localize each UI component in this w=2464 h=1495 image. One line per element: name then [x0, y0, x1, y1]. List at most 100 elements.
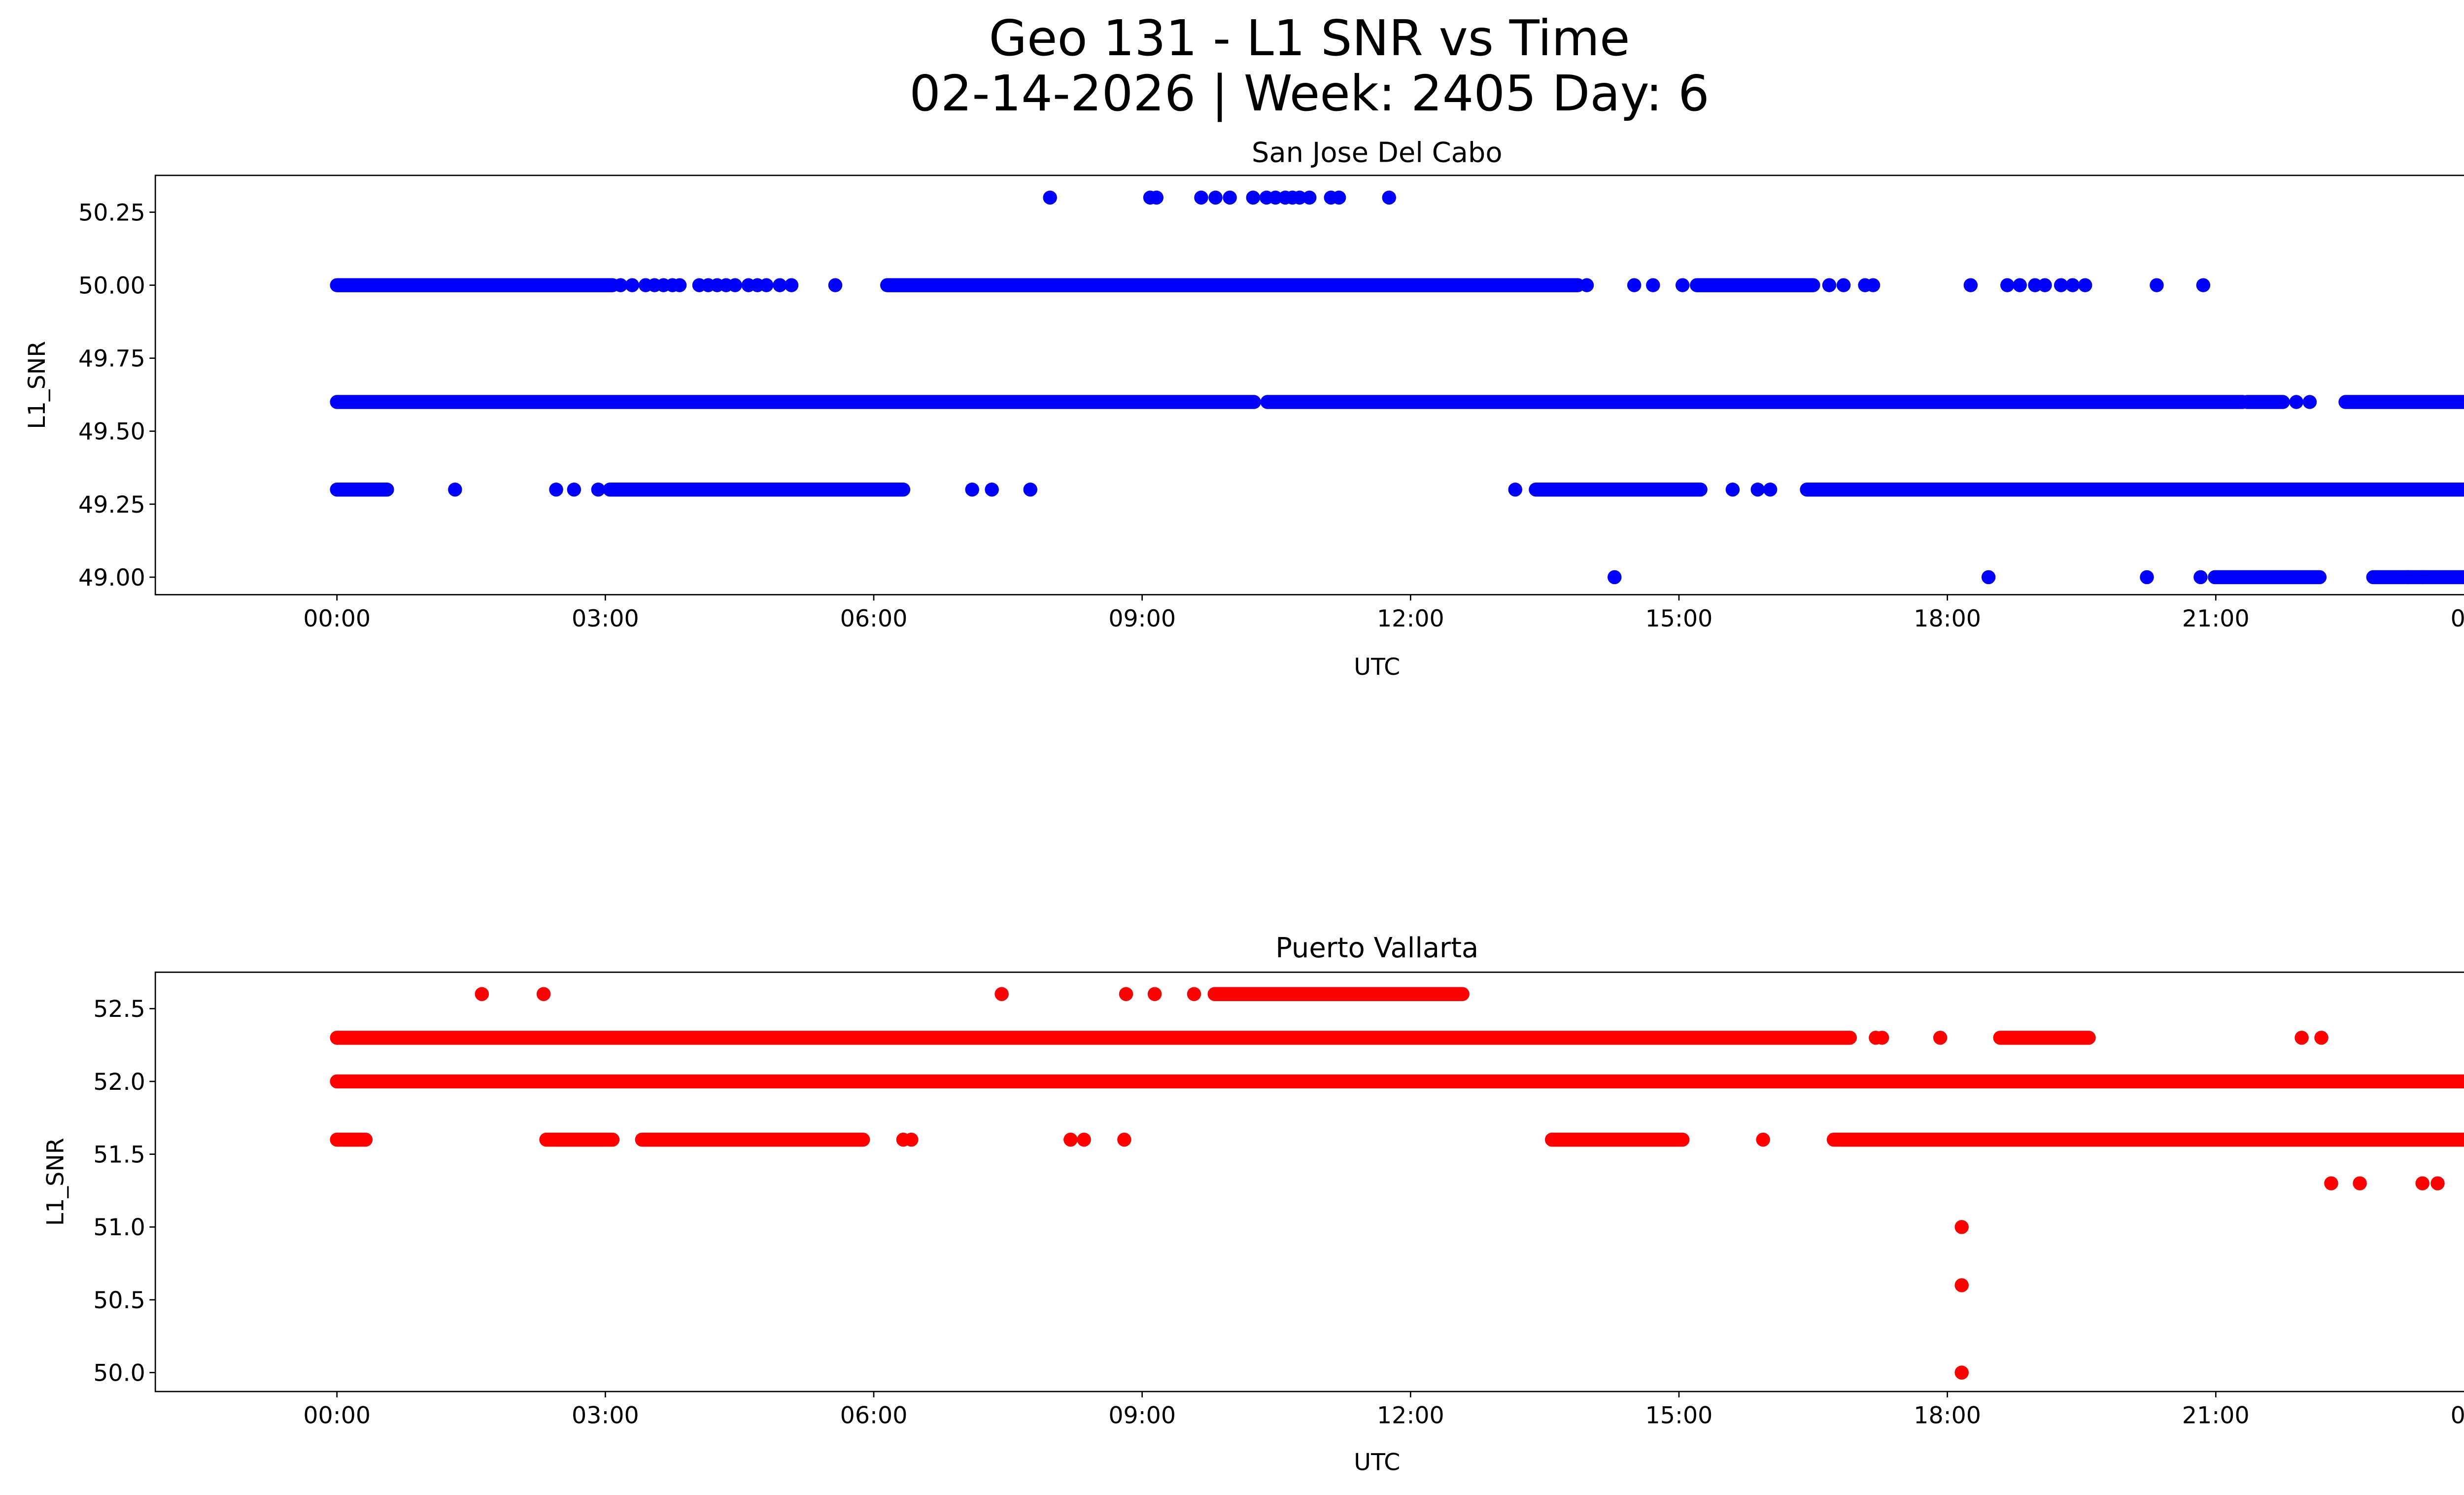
- scatter-point: [1579, 278, 1594, 292]
- scatter-point: [475, 987, 489, 1001]
- scatter-point: [1963, 278, 1978, 292]
- scatter-point: [2415, 570, 2430, 585]
- figure-title-line2: 02-14-2026 | Week: 2405 Day: 6: [909, 65, 1710, 122]
- x-tick-label: 06:00: [840, 605, 908, 632]
- subplot-puerto-vallarta: 00:00 03:00 06:00 09:00 12:00 15:00 18:00 21:00…: [42, 932, 2464, 1476]
- scatter-point: [2028, 278, 2042, 292]
- subplot-title: San Jose Del Cabo: [1252, 137, 1503, 169]
- scatter-point: [2150, 278, 2164, 292]
- scatter-point: [1023, 483, 1037, 497]
- scatter-point: [2302, 395, 2317, 409]
- scatter-point: [2193, 570, 2208, 585]
- scatter-point: [904, 1132, 919, 1147]
- scatter-point: [2078, 278, 2092, 292]
- scatter-point: [1875, 1031, 1889, 1045]
- scatter-point: [1223, 190, 1237, 205]
- scatter-point: [2430, 1176, 2445, 1190]
- scatter-point: [2000, 278, 2015, 292]
- scatter-point: [549, 483, 563, 497]
- scatter-point: [759, 278, 774, 292]
- x-tick-label: 21:00: [2182, 605, 2250, 632]
- x-tick-label: 00:00: [2451, 605, 2464, 632]
- scatter-point: [1866, 278, 1881, 292]
- scatter-point: [448, 483, 462, 497]
- x-tick-label: 06:00: [840, 1402, 908, 1429]
- y-tick-label: 50.00: [78, 273, 145, 300]
- scatter-point: [1763, 483, 1778, 497]
- scatter-point: [1933, 1031, 1948, 1045]
- scatter-point: [567, 483, 582, 497]
- scatter-point: [2038, 278, 2052, 292]
- scatter-point: [1302, 190, 1317, 205]
- scatter-point: [1646, 278, 1660, 292]
- scatter-point: [1043, 190, 1057, 205]
- y-tick-label: 50.0: [93, 1360, 145, 1387]
- scatter-point: [1822, 278, 1837, 292]
- scatter-point: [1268, 190, 1283, 205]
- x-tick-label: 18:00: [1914, 1402, 1981, 1429]
- axes-frame: [154, 972, 2464, 1392]
- scatter-point: [2324, 1176, 2338, 1190]
- scatter-point: [1147, 987, 1162, 1001]
- scatter-point: [2353, 1176, 2367, 1190]
- figure-title-line1: Geo 131 - L1 SNR vs Time: [989, 9, 1630, 67]
- x-tick-label: 12:00: [1377, 605, 1444, 632]
- scatter-point: [625, 278, 640, 292]
- scatter-point: [985, 483, 999, 497]
- scatter-series: [330, 190, 2464, 585]
- x-axis-label: UTC: [1354, 1449, 1400, 1476]
- scatter-point: [1627, 278, 1642, 292]
- scatter-point: [614, 278, 628, 292]
- scatter-point: [2289, 395, 2303, 409]
- y-tick-label: 51.5: [93, 1142, 145, 1169]
- scatter-point: [1187, 987, 1201, 1001]
- scatter-point: [2401, 570, 2415, 585]
- scatter-point: [1954, 1365, 1969, 1380]
- scatter-point: [1836, 278, 1851, 292]
- scatter-point: [2196, 278, 2211, 292]
- y-tick-label: 49.75: [78, 346, 145, 373]
- subplot-san-jose-del-cabo: 00:00 03:00 06:00 09:00 12:00 15:00 18:00 21:00…: [24, 137, 2464, 681]
- x-tick-label: 09:00: [1108, 605, 1176, 632]
- x-tick-label: 21:00: [2182, 1402, 2250, 1429]
- x-tick-label: 00:00: [2451, 1402, 2464, 1429]
- scatter-point: [1063, 1132, 1078, 1147]
- y-tick-label: 50.25: [78, 199, 145, 226]
- y-axis-label: L1_SNR: [24, 341, 51, 429]
- x-tick-label: 15:00: [1645, 1402, 1713, 1429]
- scatter-point: [1382, 190, 1396, 205]
- scatter-point: [2053, 278, 2068, 292]
- scatter-point: [784, 278, 799, 292]
- scatter-point: [1332, 190, 1346, 205]
- scatter-point: [1292, 190, 1307, 205]
- scatter-point: [1149, 190, 1164, 205]
- scatter-point: [1608, 570, 1622, 585]
- scatter-point: [2013, 278, 2027, 292]
- scatter-point: [828, 278, 843, 292]
- scatter-point: [728, 278, 742, 292]
- scatter-point: [1756, 1132, 1770, 1147]
- scatter-point: [773, 278, 787, 292]
- x-axis-label: UTC: [1354, 654, 1400, 681]
- subplot-title: Puerto Vallarta: [1275, 932, 1478, 964]
- scatter-series: [330, 987, 2464, 1380]
- scatter-point: [1117, 1132, 1131, 1147]
- scatter-point: [1981, 570, 1996, 585]
- scatter-point: [2140, 570, 2154, 585]
- y-tick-label: 49.50: [78, 418, 145, 446]
- x-tick-label: 00:00: [303, 605, 371, 632]
- scatter-point: [536, 987, 551, 1001]
- scatter-point: [965, 483, 979, 497]
- y-tick-label: 49.25: [78, 491, 145, 519]
- scatter-point: [672, 278, 687, 292]
- scatter-point: [1246, 190, 1261, 205]
- axes-frame: [154, 174, 2464, 595]
- scatter-point: [1508, 483, 1522, 497]
- y-tick-label: 52.5: [93, 996, 145, 1023]
- scatter-point: [1077, 1132, 1091, 1147]
- scatter-point: [1208, 190, 1223, 205]
- x-tick-label: 18:00: [1914, 605, 1981, 632]
- scatter-point: [2314, 1031, 2328, 1045]
- scatter-point: [591, 483, 606, 497]
